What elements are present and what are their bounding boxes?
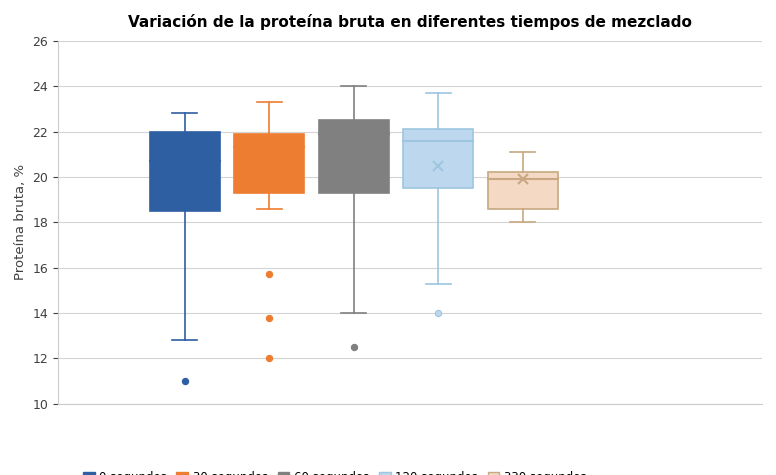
Bar [487,172,558,209]
Bar [318,120,389,193]
Legend: 0 segundos, 30 segundos, 60 segundos, 120 segundos, 330 segundos: 0 segundos, 30 segundos, 60 segundos, 12… [78,466,591,475]
Y-axis label: Proteína bruta, %: Proteína bruta, % [14,164,27,280]
Title: Variación de la proteína bruta en diferentes tiempos de mezclado: Variación de la proteína bruta en difere… [128,14,692,30]
Bar [150,132,220,211]
Bar [234,134,304,193]
Bar [403,129,473,188]
